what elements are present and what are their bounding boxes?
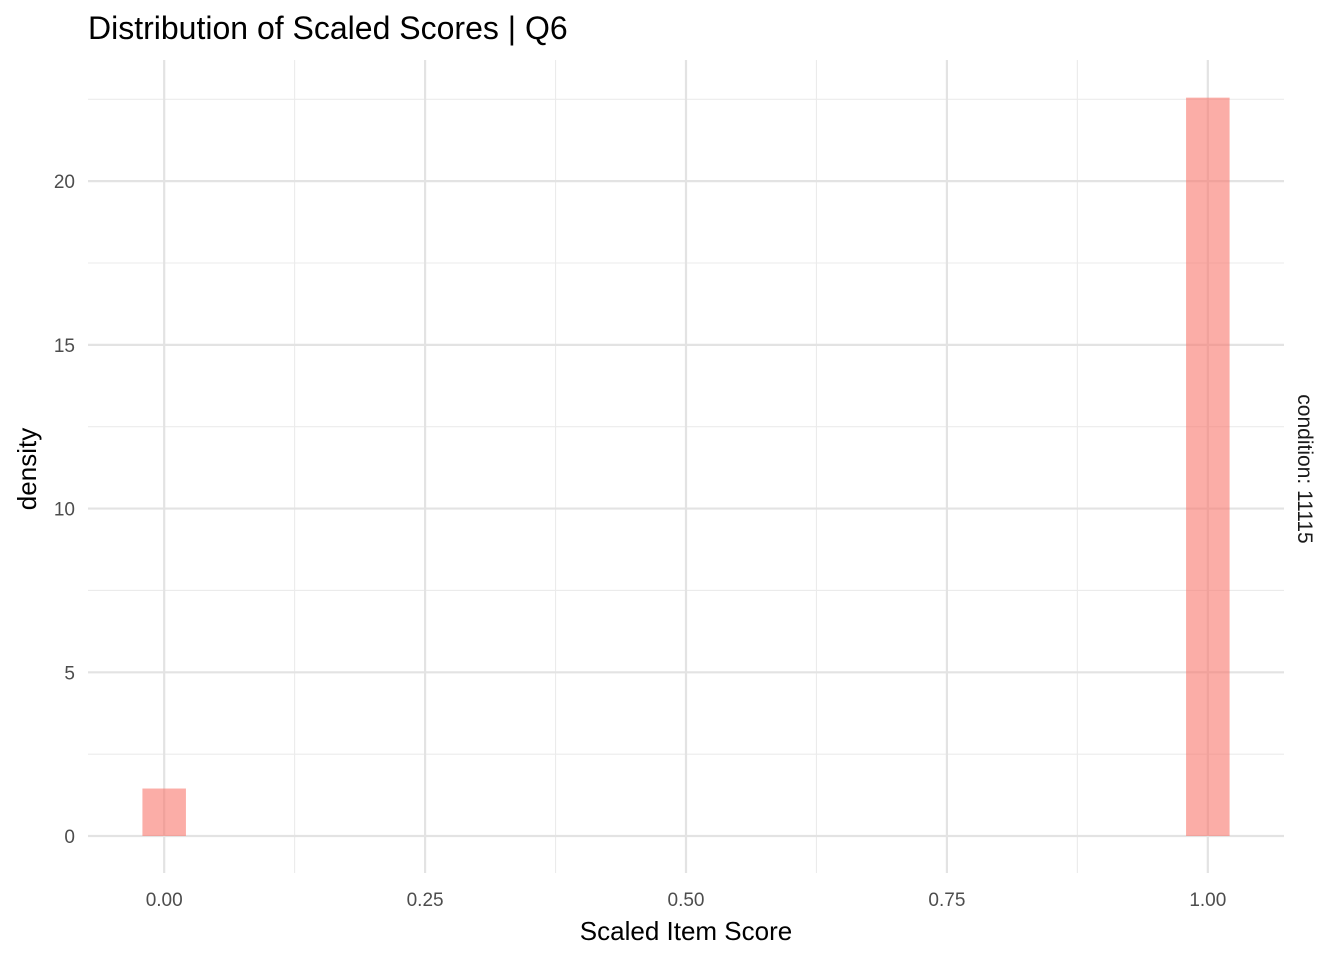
chart-title: Distribution of Scaled Scores | Q6 [88, 10, 568, 46]
y-tick-label: 15 [54, 336, 75, 357]
grid-lines [88, 60, 1284, 873]
histogram-bars [142, 97, 1230, 837]
y-tick-label: 10 [54, 500, 75, 521]
x-tick-label: 0.25 [407, 890, 444, 911]
x-tick-label: 1.00 [1189, 890, 1226, 911]
y-axis-ticks: 0 5 10 15 20 [54, 172, 75, 848]
y-tick-label: 0 [64, 827, 75, 848]
y-tick-label: 20 [54, 172, 75, 193]
x-axis-title: Scaled Item Score [580, 916, 792, 946]
x-tick-label: 0.50 [668, 890, 705, 911]
y-axis-title: density [12, 428, 42, 510]
y-tick-label: 5 [64, 663, 75, 684]
x-axis-ticks: 0.00 0.25 0.50 0.75 1.00 [146, 890, 1227, 911]
x-tick-label: 0.00 [146, 890, 183, 911]
histogram-bar [1186, 97, 1230, 837]
x-tick-label: 0.75 [928, 890, 965, 911]
histogram-bar [142, 788, 186, 837]
facet-strip-label: condition: 11115 [1293, 394, 1316, 543]
